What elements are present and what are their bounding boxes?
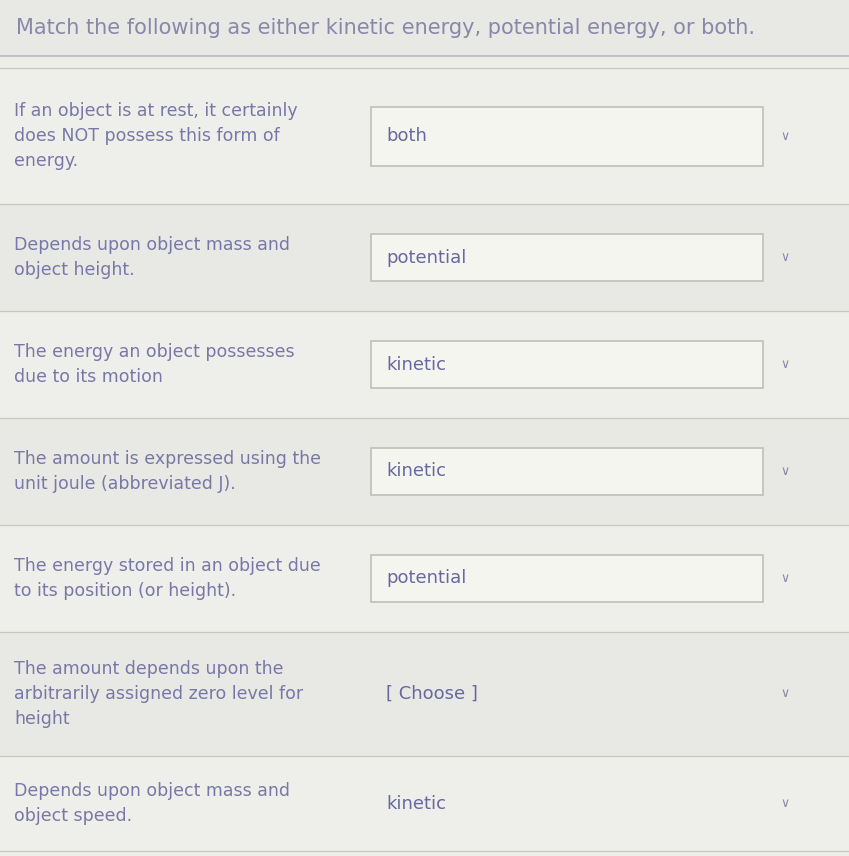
FancyBboxPatch shape xyxy=(0,205,849,312)
Text: ∨: ∨ xyxy=(780,465,790,478)
Text: kinetic: kinetic xyxy=(386,355,446,373)
FancyBboxPatch shape xyxy=(0,756,849,851)
Text: The energy stored in an object due
to its position (or height).: The energy stored in an object due to it… xyxy=(14,556,321,600)
Text: kinetic: kinetic xyxy=(386,794,446,812)
Text: Match the following as either kinetic energy, potential energy, or both.: Match the following as either kinetic en… xyxy=(16,18,755,38)
FancyBboxPatch shape xyxy=(0,418,849,525)
Text: The amount is expressed using the
unit joule (abbreviated J).: The amount is expressed using the unit j… xyxy=(14,450,321,493)
Text: Depends upon object mass and
object height.: Depends upon object mass and object heig… xyxy=(14,236,290,279)
Text: ∨: ∨ xyxy=(780,572,790,585)
Text: potential: potential xyxy=(386,249,466,267)
FancyBboxPatch shape xyxy=(0,525,849,632)
FancyBboxPatch shape xyxy=(371,448,763,495)
Text: Depends upon object mass and
object speed.: Depends upon object mass and object spee… xyxy=(14,782,290,825)
Text: ∨: ∨ xyxy=(780,252,790,265)
Text: [ Choose ]: [ Choose ] xyxy=(386,685,478,703)
FancyBboxPatch shape xyxy=(0,0,849,56)
FancyBboxPatch shape xyxy=(0,68,849,205)
FancyBboxPatch shape xyxy=(0,632,849,756)
Text: ∨: ∨ xyxy=(780,358,790,372)
Text: The amount depends upon the
arbitrarily assigned zero level for
height: The amount depends upon the arbitrarily … xyxy=(14,660,303,728)
Text: kinetic: kinetic xyxy=(386,462,446,480)
Text: potential: potential xyxy=(386,569,466,587)
Text: If an object is at rest, it certainly
does NOT possess this form of
energy.: If an object is at rest, it certainly do… xyxy=(14,102,298,170)
Text: The energy an object possesses
due to its motion: The energy an object possesses due to it… xyxy=(14,343,295,386)
FancyBboxPatch shape xyxy=(371,235,763,282)
Text: ∨: ∨ xyxy=(780,797,790,810)
FancyBboxPatch shape xyxy=(371,555,763,602)
Text: ∨: ∨ xyxy=(780,687,790,700)
FancyBboxPatch shape xyxy=(0,312,849,418)
Text: ∨: ∨ xyxy=(780,130,790,143)
Text: both: both xyxy=(386,128,427,146)
FancyBboxPatch shape xyxy=(371,342,763,388)
FancyBboxPatch shape xyxy=(371,106,763,166)
